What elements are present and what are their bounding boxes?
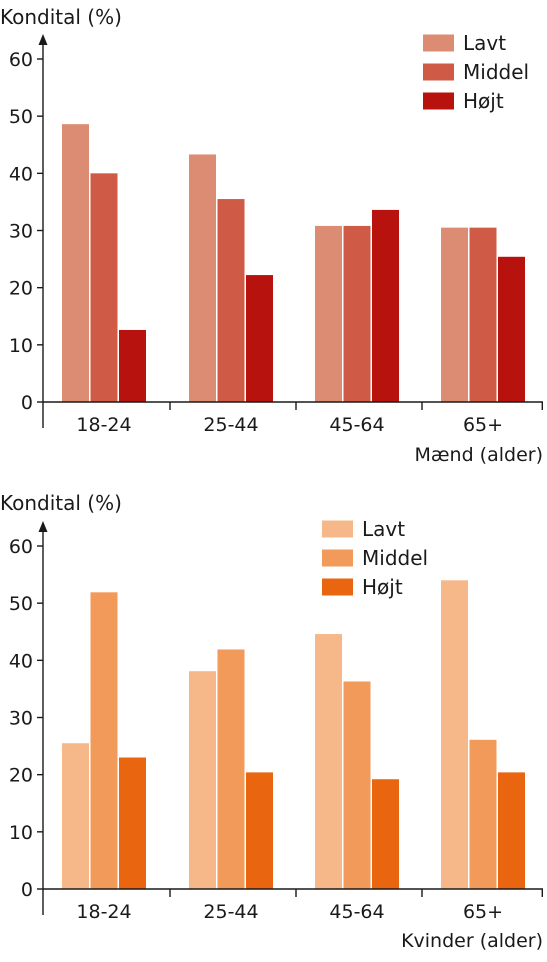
- y-axis-arrow: [38, 521, 48, 532]
- legend: Lavt Middel Højt: [423, 31, 529, 113]
- bar-h-jt-65+: [498, 256, 525, 402]
- bar-lavt-25-44: [189, 154, 216, 402]
- bar-h-jt-18-24: [119, 329, 146, 402]
- legend-swatch: [423, 63, 454, 81]
- bars: [62, 124, 525, 403]
- chart-maend: Kondital (%) Lavt Middel Højt 0 10 20 30 40 50 6…: [0, 5, 543, 466]
- axes: 0 10 20 30 40 50 60 18-24 25-44 45-64 65+: [9, 34, 543, 436]
- x-tick-label: 25-44: [203, 414, 258, 436]
- y-tick-label: 10: [9, 822, 33, 844]
- legend-swatch: [322, 578, 353, 596]
- y-tick-label: 0: [21, 392, 33, 414]
- bar-middel-45-64: [343, 225, 371, 402]
- legend-label: Middel: [362, 546, 428, 570]
- legend-swatch: [423, 92, 454, 110]
- bar-middel-25-44: [217, 199, 245, 402]
- y-axis-arrow: [38, 34, 48, 45]
- bar-h-jt-45-64: [372, 779, 399, 889]
- x-tick-label: 25-44: [203, 901, 258, 923]
- y-tick-label: 50: [9, 106, 33, 128]
- bar-lavt-45-64: [315, 634, 342, 889]
- bar-h-jt-25-44: [246, 275, 273, 402]
- y-axis-label: Kondital (%): [0, 5, 122, 29]
- bar-h-jt-45-64: [372, 209, 399, 402]
- bar-middel-65+: [469, 227, 497, 402]
- y-tick-label: 30: [9, 708, 33, 730]
- legend-label: Lavt: [463, 31, 506, 55]
- bar-middel-45-64: [343, 681, 371, 889]
- bar-lavt-65+: [441, 227, 468, 402]
- bar-lavt-18-24: [62, 124, 89, 403]
- y-axis-label: Kondital (%): [0, 491, 122, 515]
- y-tick-label: 10: [9, 335, 33, 357]
- legend-label: Lavt: [362, 517, 405, 541]
- bar-lavt-65+: [441, 580, 468, 889]
- bar-middel-18-24: [90, 173, 118, 402]
- x-axis-label: Mænd (alder): [414, 444, 543, 466]
- y-tick-label: 40: [9, 650, 33, 672]
- chart-kvinder: Kondital (%) Lavt Middel Højt 0 10 20 30 40 50 6…: [0, 491, 543, 952]
- bar-lavt-45-64: [315, 225, 342, 402]
- x-axis-label: Kvinder (alder): [401, 930, 543, 952]
- bar-h-jt-65+: [498, 772, 525, 889]
- y-tick-label: 40: [9, 163, 33, 185]
- y-tick-label: 60: [9, 536, 33, 558]
- legend-swatch: [322, 520, 353, 538]
- y-tick-label: 50: [9, 593, 33, 615]
- x-tick-label: 65+: [463, 414, 503, 436]
- bar-h-jt-18-24: [119, 757, 146, 889]
- x-tick-label: 18-24: [76, 414, 131, 436]
- bar-h-jt-25-44: [246, 772, 273, 889]
- y-tick-label: 20: [9, 765, 33, 787]
- x-tick-label: 65+: [463, 901, 503, 923]
- bar-lavt-25-44: [189, 671, 216, 889]
- legend-label: Højt: [463, 89, 504, 113]
- y-tick-label: 20: [9, 278, 33, 300]
- y-tick-label: 60: [9, 49, 33, 71]
- legend: Lavt Middel Højt: [322, 517, 428, 599]
- bar-middel-25-44: [217, 649, 245, 889]
- legend-swatch: [322, 549, 353, 567]
- bar-lavt-18-24: [62, 743, 89, 889]
- x-tick-label: 18-24: [76, 901, 131, 923]
- axes: 0 10 20 30 40 50 60 18-24 25-44 45-64 65+: [9, 521, 543, 923]
- x-tick-label: 45-64: [329, 414, 384, 436]
- y-tick-label: 0: [21, 879, 33, 901]
- x-tick-label: 45-64: [329, 901, 384, 923]
- legend-swatch: [423, 34, 454, 52]
- y-tick-label: 30: [9, 221, 33, 243]
- legend-label: Middel: [463, 60, 529, 84]
- bars: [62, 580, 525, 889]
- bar-middel-65+: [469, 739, 497, 889]
- bar-middel-18-24: [90, 592, 118, 889]
- legend-label: Højt: [362, 575, 403, 599]
